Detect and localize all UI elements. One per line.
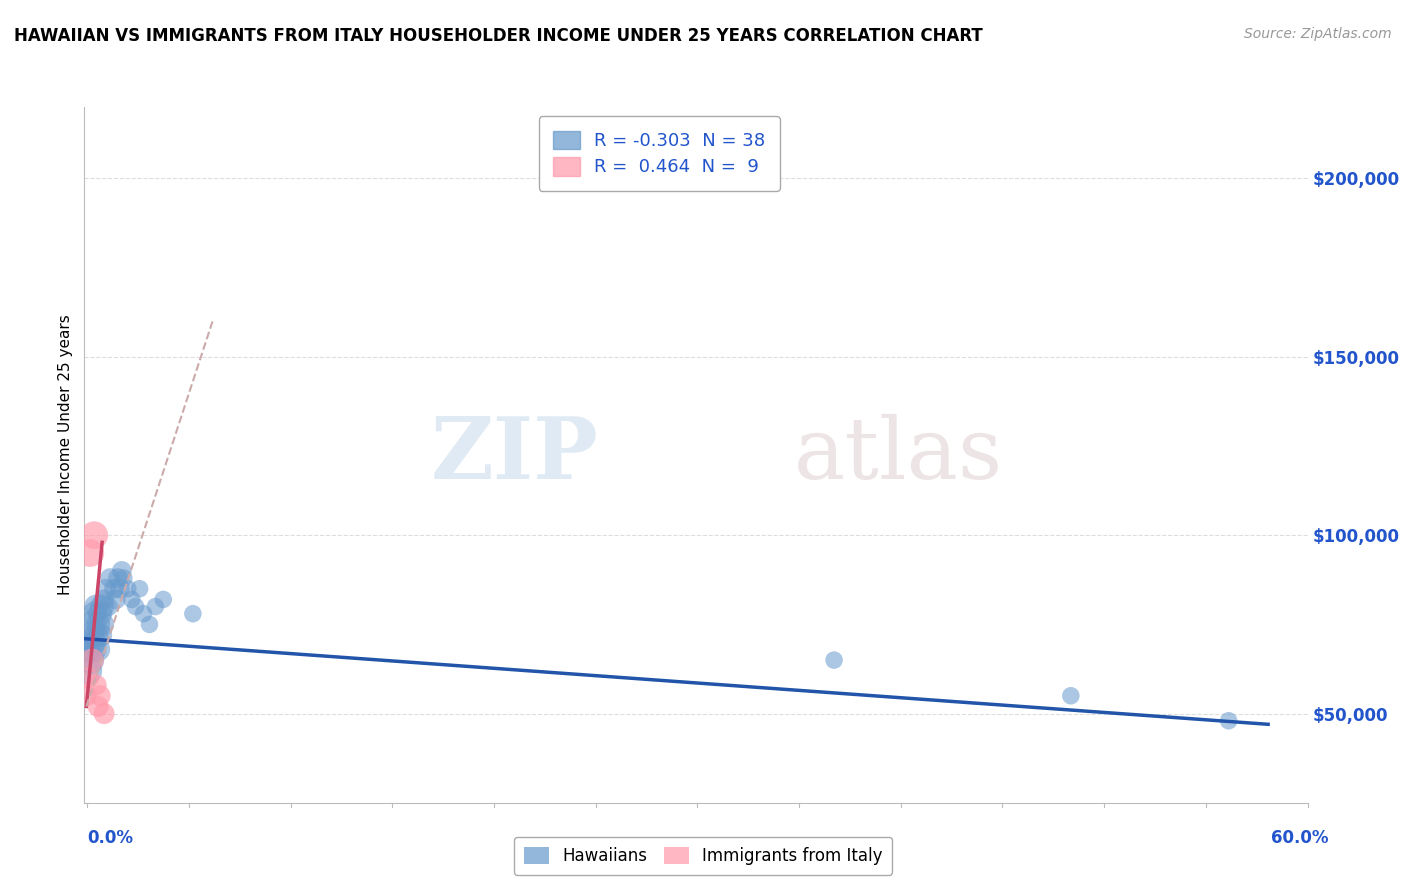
Point xyxy=(91,617,114,632)
Point xyxy=(98,571,121,585)
Point xyxy=(117,582,139,596)
Point xyxy=(82,642,104,657)
Point xyxy=(97,599,120,614)
Point xyxy=(124,599,146,614)
Point xyxy=(138,617,160,632)
Point xyxy=(121,592,143,607)
Point xyxy=(94,582,117,596)
Point xyxy=(83,528,105,542)
Point xyxy=(89,628,111,642)
Point xyxy=(87,642,110,657)
Point xyxy=(84,628,107,642)
Point xyxy=(82,617,104,632)
Point xyxy=(91,599,114,614)
Point xyxy=(152,592,174,607)
Point xyxy=(87,617,110,632)
Point xyxy=(145,599,167,614)
Point xyxy=(77,671,100,685)
Point xyxy=(111,564,134,578)
Text: 0.0%: 0.0% xyxy=(87,829,134,847)
Point xyxy=(89,607,111,621)
Point xyxy=(79,653,101,667)
Point xyxy=(77,664,100,678)
Y-axis label: Householder Income Under 25 years: Householder Income Under 25 years xyxy=(58,315,73,595)
Point xyxy=(87,699,110,714)
Point xyxy=(132,607,155,621)
Point xyxy=(83,635,105,649)
Point xyxy=(82,653,104,667)
Text: 60.0%: 60.0% xyxy=(1271,829,1329,847)
Point xyxy=(823,653,845,667)
Point xyxy=(112,571,135,585)
Text: atlas: atlas xyxy=(794,413,1002,497)
Point xyxy=(103,582,125,596)
Point xyxy=(1060,689,1083,703)
Point xyxy=(128,582,150,596)
Point xyxy=(93,706,115,721)
Point xyxy=(104,592,127,607)
Point xyxy=(84,678,107,692)
Text: ZIP: ZIP xyxy=(430,413,598,497)
Point xyxy=(89,689,111,703)
Point xyxy=(79,628,101,642)
Point xyxy=(79,546,101,560)
Legend: R = -0.303  N = 38, R =  0.464  N =  9: R = -0.303 N = 38, R = 0.464 N = 9 xyxy=(538,116,780,191)
Point xyxy=(83,607,105,621)
Point xyxy=(108,582,131,596)
Text: HAWAIIAN VS IMMIGRANTS FROM ITALY HOUSEHOLDER INCOME UNDER 25 YEARS CORRELATION : HAWAIIAN VS IMMIGRANTS FROM ITALY HOUSEH… xyxy=(14,27,983,45)
Point xyxy=(1218,714,1240,728)
Point xyxy=(181,607,204,621)
Point xyxy=(75,642,97,657)
Point xyxy=(75,689,97,703)
Point xyxy=(84,599,107,614)
Point xyxy=(107,571,129,585)
Point xyxy=(93,592,115,607)
Legend: Hawaiians, Immigrants from Italy: Hawaiians, Immigrants from Italy xyxy=(513,837,893,875)
Text: Source: ZipAtlas.com: Source: ZipAtlas.com xyxy=(1244,27,1392,41)
